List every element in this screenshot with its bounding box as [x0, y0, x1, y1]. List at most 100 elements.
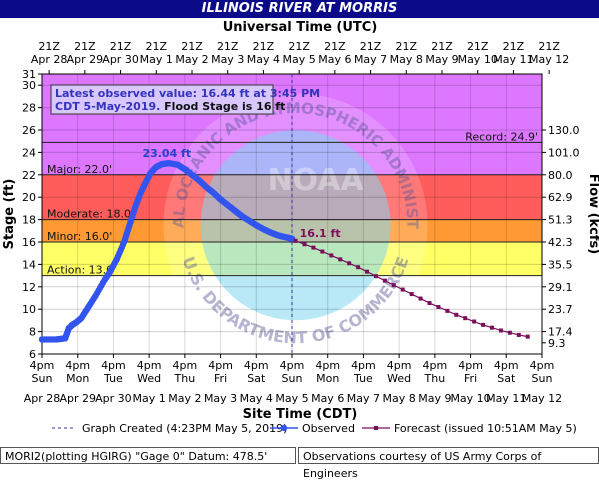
y-tick-label: 20 — [22, 191, 36, 204]
forecast-point — [391, 283, 396, 288]
x-tick-date: Apr 30 — [95, 392, 132, 405]
top-tick-time: 21Z — [146, 40, 168, 53]
forecast-point — [293, 238, 298, 243]
x-tick-date: May 12 — [522, 392, 562, 405]
x-tick-day: Sat — [247, 372, 266, 385]
x-tick-time: 4pm — [30, 359, 55, 372]
y-tick-label: 16 — [22, 236, 36, 249]
x-tick-time: 4pm — [351, 359, 376, 372]
x-tick-date: Apr 28 — [24, 392, 61, 405]
y-tick-label: 26 — [22, 124, 36, 137]
top-tick-time: 21Z — [324, 40, 346, 53]
x-tick-time: 4pm — [280, 359, 305, 372]
x-tick-time: 4pm — [137, 359, 162, 372]
top-tick-date: Apr 30 — [102, 53, 139, 66]
legend-graph-created: Graph Created (4:23PM May 5, 2019) — [82, 422, 287, 435]
flow-tick-label: 17.4 — [548, 326, 573, 339]
top-tick-time: 21Z — [74, 40, 96, 53]
x-tick-time: 4pm — [315, 359, 340, 372]
top-tick-time: 21Z — [253, 40, 275, 53]
x-tick-time: 4pm — [65, 359, 90, 372]
forecast-start-label: 16.1 ft — [300, 227, 341, 240]
chart-title: ILLINOIS RIVER AT MORRIS — [0, 0, 599, 18]
courtesy-footer: Observations courtesy of US Army Corps o… — [298, 447, 599, 480]
forecast-point — [472, 319, 477, 324]
x-tick-time: 4pm — [244, 359, 269, 372]
x-tick-day: Wed — [387, 372, 411, 385]
info-date: CDT 5-May-2019. — [55, 100, 164, 113]
x-tick-day: Wed — [137, 372, 161, 385]
x-tick-date: May 7 — [347, 392, 380, 405]
peak-label: 23.04 ft — [142, 147, 191, 160]
x-tick-date: May 6 — [311, 392, 344, 405]
x-tick-day: Mon — [316, 372, 339, 385]
x-tick-time: 4pm — [387, 359, 412, 372]
top-tick-time: 21Z — [360, 40, 382, 53]
x-tick-day: Mon — [66, 372, 89, 385]
top-tick-time: 21Z — [110, 40, 132, 53]
info-flood-stage: Flood Stage is 16 ft — [164, 100, 285, 113]
x-tick-time: 4pm — [173, 359, 198, 372]
forecast-point — [302, 242, 307, 247]
top-tick-time: 21Z — [431, 40, 453, 53]
x-tick-day: Thu — [424, 372, 446, 385]
right-axis-title: Flow (kcfs) — [586, 174, 599, 254]
x-tick-day: Tue — [353, 372, 373, 385]
threshold-label-minor: Minor: 16.0' — [47, 230, 112, 243]
flow-tick-label: 80.0 — [548, 169, 573, 182]
top-tick-time: 21Z — [467, 40, 489, 53]
y-tick-label: 12 — [22, 281, 36, 294]
forecast-point — [481, 322, 486, 327]
x-tick-date: May 8 — [383, 392, 416, 405]
forecast-point — [400, 287, 405, 292]
legend-observed: Observed — [302, 422, 355, 435]
flow-tick-label: 35.5 — [548, 258, 573, 271]
y-tick-label: 30 — [22, 79, 36, 92]
y-tick-label: 10 — [22, 303, 36, 316]
top-tick-time: 21Z — [288, 40, 310, 53]
forecast-point — [445, 308, 450, 313]
x-tick-time: 4pm — [458, 359, 483, 372]
top-tick-time: 21Z — [503, 40, 525, 53]
top-tick-date: May 3 — [211, 53, 244, 66]
forecast-point — [338, 257, 343, 262]
forecast-point — [525, 334, 530, 339]
flow-tick-label: 29.1 — [548, 281, 573, 294]
datum-footer: MORI2(plotting HGIRG) "Gage 0" Datum: 47… — [0, 447, 296, 464]
threshold-label-action: Action: 13.0' — [47, 264, 116, 277]
forecast-point — [516, 332, 521, 337]
x-tick-date: May 5 — [275, 392, 308, 405]
forecast-point — [418, 296, 423, 301]
forecast-point — [373, 274, 378, 279]
forecast-point — [311, 245, 316, 250]
forecast-point — [454, 312, 459, 317]
left-axis-title: Stage (ft) — [2, 179, 17, 250]
y-tick-label: 18 — [22, 214, 36, 227]
flow-tick-label: 101.0 — [548, 146, 580, 159]
top-tick-date: May 12 — [529, 53, 569, 66]
x-tick-day: Sun — [532, 372, 553, 385]
y-tick-label: 22 — [22, 169, 36, 182]
forecast-point — [490, 325, 494, 330]
info-line-2: CDT 5-May-2019. Flood Stage is 16 ft — [55, 100, 285, 113]
top-tick-date: May 1 — [140, 53, 173, 66]
top-tick-date: May 11 — [493, 53, 533, 66]
forecast-point — [365, 269, 369, 274]
legend-forecast-marker — [374, 426, 378, 430]
forecast-point — [427, 301, 432, 306]
threshold-label-major: Major: 22.0' — [47, 163, 112, 176]
info-line-1: Latest observed value: 16.44 ft at 3:45 … — [55, 87, 320, 100]
top-tick-date: May 7 — [354, 53, 387, 66]
y-tick-label: 31 — [22, 68, 36, 81]
x-tick-day: Fri — [464, 372, 477, 385]
x-tick-time: 4pm — [208, 359, 233, 372]
x-tick-day: Tue — [103, 372, 123, 385]
forecast-point — [436, 304, 441, 309]
top-axis-title: Universal Time (UTC) — [223, 20, 378, 35]
top-tick-date: May 6 — [318, 53, 351, 66]
forecast-point — [347, 261, 352, 266]
top-tick-date: May 2 — [175, 53, 208, 66]
info-box — [50, 84, 274, 115]
x-tick-time: 4pm — [101, 359, 126, 372]
top-tick-time: 21Z — [217, 40, 239, 53]
